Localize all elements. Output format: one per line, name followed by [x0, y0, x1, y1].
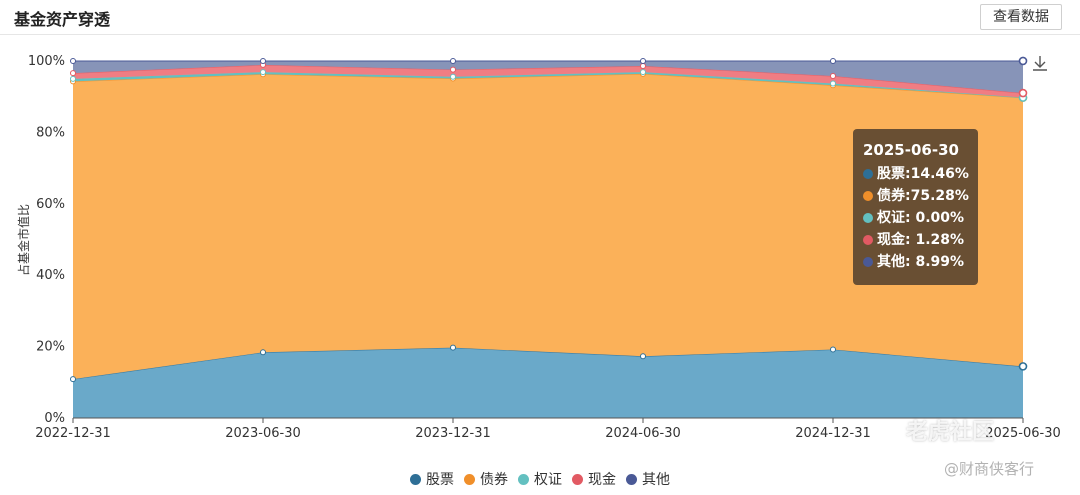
data-point[interactable] [830, 346, 836, 353]
legend-item[interactable]: 债券 [464, 469, 508, 489]
y-tick-label: 80% [36, 125, 65, 140]
x-tick-label: 2024-12-31 [795, 426, 871, 441]
tooltip-value: 75.28% [910, 188, 969, 204]
tooltip-value: 8.99% [910, 254, 965, 270]
data-point[interactable] [640, 353, 646, 360]
data-point[interactable] [830, 80, 836, 87]
legend-label: 权证 [534, 472, 562, 488]
legend-label: 债券 [480, 472, 508, 488]
y-tick-label: 0% [44, 411, 65, 426]
x-tick-label: 2022-12-31 [35, 426, 111, 441]
data-point[interactable] [260, 69, 266, 76]
y-tick-label: 20% [36, 340, 65, 355]
data-point[interactable] [450, 73, 456, 80]
area-4 [73, 60, 1023, 94]
y-tick-label: 40% [36, 268, 65, 283]
tooltip-label: 其他: [877, 254, 911, 270]
tooltip-series-marker [863, 169, 873, 179]
tooltip-row: 股票:14.46% [863, 163, 969, 185]
stacked-area-chart: 0% 20% 40% 60% 80% 100% 2022-12-31 2023-06-30 2… [16, 54, 1061, 441]
data-point[interactable] [450, 66, 456, 73]
data-point[interactable] [830, 72, 836, 79]
legend-item[interactable]: 其他 [626, 469, 670, 489]
legend-marker-icon [626, 474, 637, 485]
data-point[interactable] [1018, 362, 1028, 371]
tooltip-series-marker [863, 213, 873, 223]
legend-marker-icon [518, 474, 529, 485]
legend-marker-icon [410, 474, 421, 485]
area-1 [73, 73, 1023, 380]
x-tick-label: 2025-06-30 [985, 426, 1061, 441]
tooltip-value: 14.46% [910, 166, 969, 182]
tooltip-row: 权证: 0.00% [863, 207, 968, 229]
area-3 [73, 64, 1023, 98]
legend-item[interactable]: 权证 [518, 469, 562, 489]
tooltip-date: 2025-06-30 [863, 141, 959, 159]
x-tick-label: 2023-12-31 [415, 426, 491, 441]
x-tick-label: 2023-06-30 [225, 426, 301, 441]
data-point[interactable] [640, 62, 646, 69]
watermark-logo: 老虎社区 [906, 420, 995, 445]
area-0 [73, 347, 1023, 418]
tooltip-value: 0.00% [910, 210, 965, 226]
data-point[interactable] [70, 58, 76, 64]
tooltip-row: 债券:75.28% [863, 185, 969, 207]
chart-tooltip: 2025-06-30 股票:14.46% 债券:75.28% 权证: 0.00% 现金… [853, 129, 978, 285]
legend-marker-icon [464, 474, 475, 485]
data-point[interactable] [450, 344, 456, 351]
legend-label: 现金 [588, 472, 616, 488]
data-point[interactable] [1018, 56, 1028, 66]
data-point[interactable] [830, 58, 836, 64]
tooltip-row: 其他: 8.99% [863, 251, 968, 273]
data-point[interactable] [640, 58, 646, 64]
y-tick-label: 60% [36, 197, 65, 212]
tooltip-label: 债券: [877, 188, 911, 204]
legend-label: 其他 [642, 472, 670, 488]
tooltip-label: 权证: [877, 210, 911, 226]
legend-marker-icon [572, 474, 583, 485]
legend-label: 股票 [426, 472, 454, 488]
download-icon[interactable] [1031, 54, 1049, 76]
data-point[interactable] [260, 58, 266, 64]
data-point[interactable] [260, 349, 266, 356]
page-title: 基金资产穿透 [14, 10, 111, 29]
data-point[interactable] [70, 70, 76, 77]
panel-header: 基金资产穿透 查看数据 [0, 0, 1080, 35]
watermark-account: @财商侠客行 [944, 460, 1035, 478]
tooltip-label: 股票: [877, 166, 911, 182]
data-point[interactable] [640, 69, 646, 76]
tooltip-series-marker [863, 235, 873, 245]
tooltip-series-marker [863, 191, 873, 201]
view-data-button[interactable]: 查看数据 [980, 4, 1062, 30]
y-axis-label: 占基金市值比 [16, 204, 31, 276]
chart-legend: 股票 债券 权证 现金 其他 [0, 469, 1080, 489]
data-point[interactable] [70, 75, 76, 82]
x-tick-label: 2024-06-30 [605, 426, 681, 441]
legend-item[interactable]: 现金 [572, 469, 616, 489]
data-point[interactable] [70, 376, 76, 383]
data-point[interactable] [450, 58, 456, 64]
tooltip-row: 现金: 1.28% [863, 229, 968, 251]
tooltip-value: 1.28% [910, 232, 965, 248]
data-point[interactable] [1018, 88, 1028, 98]
legend-item[interactable]: 股票 [410, 469, 454, 489]
y-tick-label: 100% [28, 54, 65, 69]
tooltip-series-marker [863, 257, 873, 267]
tooltip-label: 现金: [877, 232, 911, 248]
